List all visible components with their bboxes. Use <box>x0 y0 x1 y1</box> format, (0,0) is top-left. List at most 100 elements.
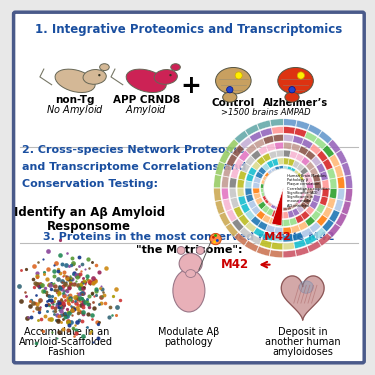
Point <box>103 265 109 271</box>
Point <box>46 292 52 298</box>
Point <box>84 298 90 304</box>
Wedge shape <box>283 235 293 242</box>
Wedge shape <box>215 162 225 176</box>
Point <box>64 313 70 319</box>
Point <box>75 296 81 302</box>
Point <box>78 281 84 287</box>
Point <box>74 319 80 325</box>
Wedge shape <box>284 150 291 157</box>
Wedge shape <box>261 184 267 188</box>
Point <box>70 261 76 267</box>
Wedge shape <box>291 188 298 191</box>
Wedge shape <box>258 146 268 155</box>
Wedge shape <box>274 203 280 210</box>
Wedge shape <box>305 193 313 200</box>
Point <box>73 296 79 302</box>
Point <box>46 297 52 303</box>
Wedge shape <box>345 189 352 202</box>
Wedge shape <box>302 139 313 149</box>
Point <box>71 333 77 339</box>
Point <box>66 301 72 307</box>
Point <box>81 284 87 290</box>
Point <box>35 283 41 289</box>
Wedge shape <box>292 232 303 241</box>
Point <box>86 265 92 271</box>
Wedge shape <box>266 225 275 233</box>
Wedge shape <box>276 219 283 226</box>
Ellipse shape <box>213 240 216 243</box>
Point <box>86 278 92 284</box>
Text: mouse model: mouse model <box>286 200 311 203</box>
Text: Control: Control <box>212 98 255 108</box>
Wedge shape <box>225 223 238 237</box>
Point <box>40 328 46 334</box>
Wedge shape <box>231 198 239 208</box>
Wedge shape <box>246 174 254 182</box>
Wedge shape <box>314 137 327 149</box>
Point <box>80 303 86 309</box>
Point <box>28 314 34 320</box>
Wedge shape <box>268 217 277 225</box>
Wedge shape <box>251 216 261 226</box>
Text: Plaque correlation: Plaque correlation <box>286 182 319 186</box>
Point <box>77 285 83 291</box>
Wedge shape <box>312 174 321 182</box>
Point <box>93 262 99 268</box>
Point <box>98 283 104 289</box>
Point <box>69 307 75 313</box>
Point <box>63 313 69 319</box>
Point <box>42 314 48 320</box>
Point <box>30 300 36 306</box>
Point <box>65 327 71 333</box>
Wedge shape <box>272 188 283 225</box>
Wedge shape <box>291 183 297 187</box>
Point <box>57 285 63 291</box>
Wedge shape <box>290 191 297 196</box>
Point <box>68 319 74 325</box>
Point <box>64 274 70 280</box>
Point <box>33 340 39 346</box>
Wedge shape <box>268 185 275 188</box>
Point <box>80 295 86 301</box>
Wedge shape <box>234 158 244 170</box>
Wedge shape <box>303 198 311 205</box>
Point <box>68 280 74 286</box>
Point <box>58 308 64 314</box>
Point <box>55 318 61 324</box>
Wedge shape <box>253 182 260 188</box>
Wedge shape <box>292 160 300 168</box>
Wedge shape <box>345 175 352 188</box>
Point <box>73 272 79 278</box>
Wedge shape <box>246 144 257 154</box>
Point <box>45 282 51 288</box>
Wedge shape <box>279 204 283 211</box>
Text: Pathology β: Pathology β <box>286 178 308 182</box>
Point <box>54 287 60 293</box>
Text: Amyloid-Scaffolded: Amyloid-Scaffolded <box>19 337 113 347</box>
Wedge shape <box>237 179 244 188</box>
Wedge shape <box>295 214 304 223</box>
Wedge shape <box>248 200 256 209</box>
Point <box>84 296 90 302</box>
Point <box>62 314 68 320</box>
Wedge shape <box>261 180 268 185</box>
Wedge shape <box>232 219 244 231</box>
Wedge shape <box>280 174 283 180</box>
Wedge shape <box>249 131 262 142</box>
Ellipse shape <box>210 233 221 245</box>
Point <box>86 301 92 307</box>
Point <box>82 299 88 305</box>
Wedge shape <box>306 183 314 188</box>
Wedge shape <box>273 176 279 182</box>
Wedge shape <box>251 150 261 160</box>
Point <box>66 263 72 269</box>
Wedge shape <box>330 189 337 199</box>
Point <box>48 316 54 322</box>
Point <box>43 302 49 308</box>
Wedge shape <box>262 163 270 171</box>
Wedge shape <box>291 225 300 233</box>
Point <box>66 284 72 290</box>
Wedge shape <box>285 174 289 181</box>
Point <box>40 288 46 294</box>
Point <box>58 279 64 285</box>
